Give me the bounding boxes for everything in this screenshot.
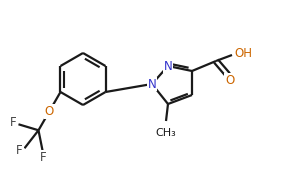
Text: F: F bbox=[16, 144, 23, 157]
Text: N: N bbox=[164, 59, 172, 73]
Text: OH: OH bbox=[234, 47, 252, 59]
Text: N: N bbox=[147, 77, 157, 91]
Text: O: O bbox=[45, 105, 54, 118]
Text: O: O bbox=[225, 73, 235, 87]
Text: F: F bbox=[40, 151, 47, 164]
Text: F: F bbox=[10, 116, 17, 129]
Text: CH₃: CH₃ bbox=[156, 128, 176, 138]
